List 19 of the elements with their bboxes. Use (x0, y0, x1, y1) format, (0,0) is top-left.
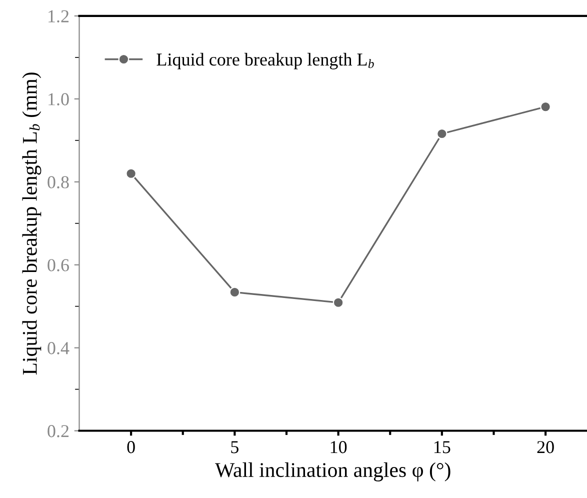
y-axis-title: Liquid core breakup length L$_{b}$ (mm) (22, 72, 42, 375)
y-tick-label: 0.8 (48, 176, 69, 188)
legend-label: Liquid core breakup length L$_{b}$ (156, 52, 374, 70)
y-tick-label: 1.2 (48, 10, 69, 22)
x-axis-title: Wall inclination angles φ (°) (215, 462, 450, 482)
y-tick-label: 0.6 (48, 259, 69, 272)
point (436, 128, 448, 140)
y-tick-label: 0.2 (48, 425, 69, 438)
point (126, 168, 136, 179)
x-tick-label: 20 (537, 441, 554, 454)
y-tick-label: 1.0 (48, 93, 69, 106)
point (540, 101, 551, 112)
x-tick-label: 0 (127, 441, 135, 454)
y-tick-label: 0.4 (48, 342, 70, 354)
point (229, 286, 240, 298)
x-tick-label: 15 (434, 441, 450, 454)
x-tick-label: 5 (231, 441, 238, 454)
point (332, 297, 344, 308)
x-tick-label: 10 (330, 441, 347, 454)
